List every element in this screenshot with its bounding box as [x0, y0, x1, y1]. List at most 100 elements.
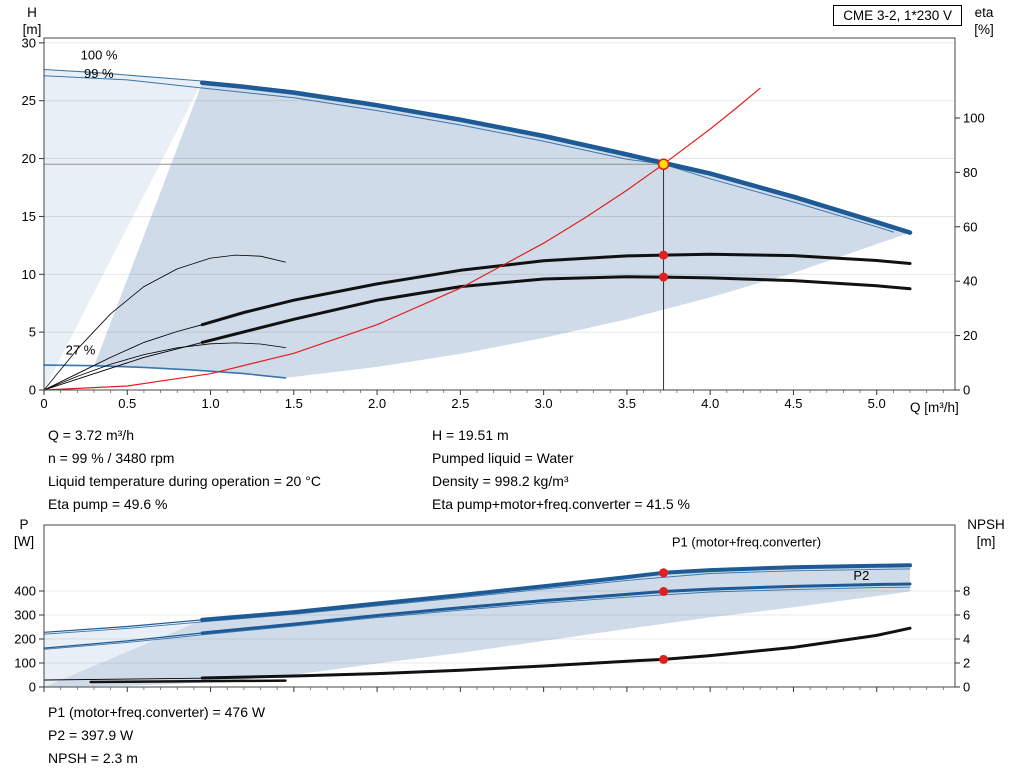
eta-pump-curve-thin: [43, 324, 203, 391]
info-speed: n = 99 % / 3480 rpm: [48, 450, 175, 466]
x-tick-label: 3.5: [618, 396, 636, 411]
axis-title-npsh: NPSH [m]: [958, 516, 1014, 550]
x-tick-label: 0: [40, 396, 47, 411]
y-right-tick-label: 0: [963, 680, 970, 695]
p1-curve-thin: [43, 619, 203, 633]
y-left-tick-label: 100: [14, 656, 36, 671]
npsh-operating-point: [659, 654, 669, 664]
qh-curve-100pct-thick: [199, 80, 913, 235]
y-right-tick-label: 2: [963, 656, 970, 671]
label-p2-curve: P2: [853, 568, 869, 583]
y-left-tick-label: 0: [29, 680, 36, 695]
p2-operating-point: [659, 587, 669, 597]
label-100pct: 100 %: [81, 48, 118, 63]
axis-title-flow: Q [m³/h]: [910, 400, 959, 415]
y-left-tick-label: 10: [22, 267, 36, 282]
y-left-tick-label: 200: [14, 632, 36, 647]
info-p2: P2 = 397.9 W: [48, 727, 134, 743]
y-left-tick-label: 300: [14, 608, 36, 623]
p1-operating-point: [659, 568, 669, 578]
p2-curve-thick: [200, 582, 912, 635]
y-right-tick-label: 0: [963, 383, 970, 398]
axis-unit-npsh: [m]: [976, 534, 996, 549]
npsh-curve-thick: [200, 626, 912, 680]
x-tick-label: 2.5: [451, 396, 469, 411]
plot-frame: [43, 524, 956, 688]
system-curve: [43, 87, 761, 391]
power-npsh-chart: 0 100 200 300 400 0 2 4 6 8 P1 (motor+freq.convert…: [14, 524, 970, 695]
power-info: P1 (motor+freq.converter) = 476 W P2 = 3…: [48, 701, 265, 770]
info-eta-total: Eta pump+motor+freq.converter = 41.5 %: [432, 496, 690, 512]
eta-total-curve-thick: [200, 275, 912, 344]
eta-total-curve-min-speed: [43, 342, 286, 391]
eta-total-curve-thin: [43, 341, 203, 391]
npsh-curve-thin: [43, 677, 203, 681]
x-tick-label: 1.0: [202, 396, 220, 411]
y-right-tick-label: 20: [963, 328, 977, 343]
axis-title-eta: eta [%]: [964, 4, 1004, 38]
axis-title-head: H [m]: [14, 4, 50, 38]
qh-curve-99pct-thin: [43, 75, 894, 233]
y-right-tick-label: 8: [963, 584, 970, 599]
eta-pump-curve-thick: [200, 252, 912, 327]
x-tick-label: 1.5: [285, 396, 303, 411]
label-p1-curve: P1 (motor+freq.converter): [672, 535, 821, 550]
y-right-tick-label: 6: [963, 608, 970, 623]
x-tick-label: 0.5: [118, 396, 136, 411]
y-left-tick-label: 5: [29, 325, 36, 340]
axis-symbol-eta: eta: [974, 5, 994, 20]
axis-symbol-h: H: [27, 5, 37, 20]
y-right-tick-label: 4: [963, 632, 970, 647]
axis-unit-p: [W]: [13, 534, 35, 549]
npsh-curve-min-speed: [89, 679, 287, 684]
envelope-operating-region: [94, 82, 910, 378]
eta-pump-curve-min-speed: [43, 254, 286, 391]
label-27pct: 27 %: [66, 343, 96, 358]
y-right-tick-label: 60: [963, 219, 977, 234]
duty-info-left: Q = 3.72 m³/h n = 99 % / 3480 rpm Liquid…: [48, 424, 321, 516]
info-pumped-liquid: Pumped liquid = Water: [432, 450, 574, 466]
qh-eta-chart: 0 0.5 1.0 1.5 2.0 2.5 3.0 3.5 4.0 4.5 5.0 0 5 10 15 20 2…: [22, 35, 985, 411]
x-tick-label: 4.5: [784, 396, 802, 411]
power-envelope-operating: [44, 565, 910, 687]
axis-unit-eta: [%]: [974, 22, 994, 37]
envelope-low-flow-region: [44, 69, 203, 390]
x-tick-label: 2.0: [368, 396, 386, 411]
p1-curve-thick: [200, 563, 912, 622]
duty-point[interactable]: [657, 158, 670, 171]
info-p1: P1 (motor+freq.converter) = 476 W: [48, 704, 266, 720]
y-left-tick-label: 400: [14, 584, 36, 599]
y-right-tick-label: 80: [963, 165, 977, 180]
label-99pct: 99 %: [84, 66, 114, 81]
info-flow: Q = 3.72 m³/h: [48, 427, 134, 443]
duty-info-right: H = 19.51 m Pumped liquid = Water Densit…: [432, 424, 690, 516]
info-npsh: NPSH = 2.3 m: [48, 750, 138, 766]
eta-total-point: [659, 272, 669, 282]
p2-curve-99pct-thin: [43, 586, 911, 650]
y-left-tick-label: 0: [29, 383, 36, 398]
pump-model-badge: CME 3-2, 1*230 V: [833, 5, 962, 26]
y-left-tick-label: 25: [22, 93, 36, 108]
info-liquid-temperature: Liquid temperature during operation = 20…: [48, 473, 321, 489]
x-tick-label: 3.0: [535, 396, 553, 411]
plot-frame: [43, 37, 956, 391]
qh-curve-min-speed: [43, 364, 287, 379]
y-left-tick-label: 30: [22, 35, 36, 50]
axis-title-power: P [W]: [6, 516, 42, 550]
p1-curve-99pct-thin: [43, 568, 911, 635]
x-tick-label: 4.0: [701, 396, 719, 411]
axis-symbol-npsh: NPSH: [967, 517, 1005, 532]
y-right-tick-label: 40: [963, 274, 977, 289]
info-density: Density = 998.2 kg/m³: [432, 473, 569, 489]
eta-pump-point: [659, 250, 669, 260]
y-left-tick-label: 20: [22, 151, 36, 166]
y-left-tick-label: 15: [22, 209, 36, 224]
p2-curve-thin: [43, 632, 203, 649]
axis-unit-h: [m]: [22, 22, 42, 37]
info-head: H = 19.51 m: [432, 427, 509, 443]
x-tick-label: 5.0: [868, 396, 886, 411]
y-right-tick-label: 100: [963, 110, 985, 125]
axis-symbol-p: P: [19, 517, 29, 532]
